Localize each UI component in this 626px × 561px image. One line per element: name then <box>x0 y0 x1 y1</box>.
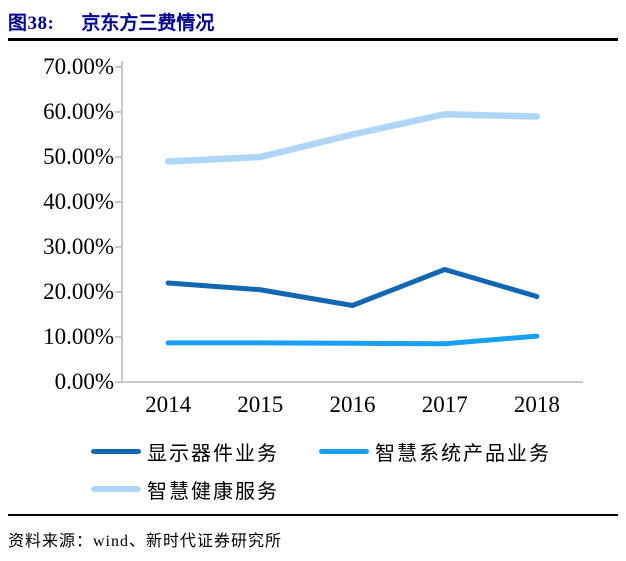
y-axis-tick-label: 50.00% <box>43 144 114 169</box>
y-axis-tick-label: 70.00% <box>43 54 114 79</box>
legend-item: 智慧健康服务 <box>91 476 319 503</box>
y-axis-tick-label: 10.00% <box>43 324 114 349</box>
chart-legend: 显示器件业务 智慧系统产品业务智慧健康服务 <box>91 438 551 503</box>
figure-number-label: 图38: <box>8 13 55 34</box>
legend-line-swatch <box>91 448 141 454</box>
legend-line-swatch <box>319 448 369 454</box>
x-axis-tick-label: 2015 <box>237 392 284 417</box>
y-axis-tick-label: 0.00% <box>54 369 114 394</box>
legend-line-swatch <box>91 485 141 493</box>
x-axis-tick-label: 2014 <box>145 392 192 417</box>
x-axis-tick-label: 2017 <box>421 392 468 417</box>
y-axis-tick-label: 60.00% <box>43 99 114 124</box>
x-axis-tick-label: 2016 <box>329 392 376 417</box>
series-line-3 <box>164 111 541 165</box>
y-axis-tick-label: 30.00% <box>43 234 114 259</box>
figure-title: 京东方三费情况 <box>81 13 215 34</box>
legend-label: 智慧系统产品业务 <box>375 442 551 465</box>
series-line-1 <box>165 267 540 308</box>
series-line-2 <box>165 333 540 347</box>
legend-item: 智慧系统产品业务 <box>319 438 551 465</box>
figure-header: 图38: 京东方三费情况 <box>8 8 214 35</box>
source-text: 资料来源：wind、新时代证券研究所 <box>8 533 283 550</box>
x-axis-tick-label: 2018 <box>513 392 560 417</box>
y-axis-tick-label: 20.00% <box>43 279 114 304</box>
title-divider-rule <box>8 38 618 41</box>
legend-label: 智慧健康服务 <box>147 480 279 503</box>
source-divider-rule <box>8 514 618 516</box>
y-axis-tick-label: 40.00% <box>43 189 114 214</box>
legend-item: 显示器件业务 <box>91 438 319 465</box>
legend-label: 显示器件业务 <box>147 442 279 465</box>
